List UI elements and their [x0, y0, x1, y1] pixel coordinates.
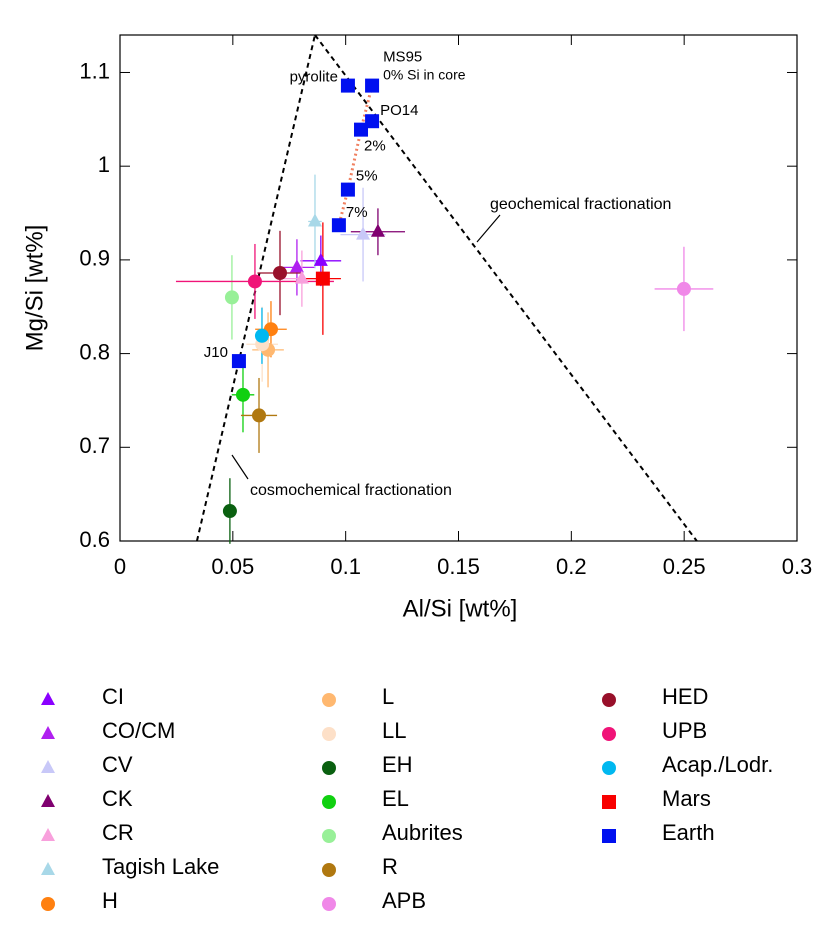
legend-label: LL [382, 718, 406, 743]
plot-frame [119, 34, 798, 542]
circle-marker [224, 290, 239, 305]
square-marker [331, 218, 346, 233]
triangle-marker [41, 794, 55, 807]
triangle-marker [41, 828, 55, 841]
circle-marker [322, 727, 336, 741]
legend-label: Tagish Lake [102, 854, 219, 879]
circle-marker [222, 504, 237, 519]
point-label: J10 [204, 344, 228, 361]
core-trace [337, 85, 374, 226]
legend-label: Mars [662, 786, 711, 811]
legend-label: Aubrites [382, 820, 463, 845]
square-marker [315, 271, 330, 286]
triangle-marker [41, 692, 55, 705]
square-marker [602, 829, 616, 843]
triangle-marker [41, 726, 55, 739]
x-tick-label: 0.3 [782, 554, 813, 579]
legend-label: EL [382, 786, 409, 811]
circle-marker [322, 761, 336, 775]
circle-marker [272, 266, 287, 281]
legend-label: APB [382, 888, 426, 913]
point-label: 5% [356, 168, 378, 185]
leader-line [231, 454, 249, 480]
legend-label: Acap./Lodr. [662, 752, 773, 777]
legend-label: R [382, 854, 398, 879]
point-label: 2% [364, 138, 386, 155]
x-tick-label: 0.2 [556, 554, 587, 579]
point-label: 7% [346, 204, 368, 221]
circle-marker [252, 408, 267, 423]
circle-marker [322, 795, 336, 809]
point-label: MS95 [383, 49, 422, 66]
circle-marker [235, 387, 250, 402]
legend-label: EH [382, 752, 413, 777]
square-marker [602, 795, 616, 809]
legend-label: UPB [662, 718, 707, 743]
y-tick-label: 1 [98, 152, 110, 177]
triangle-marker [294, 270, 309, 284]
triangle-marker [307, 213, 322, 227]
triangle-marker [356, 226, 371, 240]
y-tick-label: 1.1 [79, 58, 110, 83]
x-axis-label: Al/Si [wt%] [403, 595, 518, 622]
x-tick-label: 0.25 [663, 554, 706, 579]
legend-label: H [102, 888, 118, 913]
circle-marker [602, 761, 616, 775]
legend-label: CK [102, 786, 133, 811]
triangle-marker [289, 259, 304, 273]
line-label: geochemical fractionation [490, 196, 671, 213]
leader-line [476, 214, 501, 243]
square-marker [365, 114, 380, 129]
y-tick-label: 0.8 [79, 339, 110, 364]
point-label: PO14 [380, 102, 418, 119]
circle-marker [676, 281, 691, 296]
legend-label: L [382, 684, 394, 709]
triangle-marker [370, 223, 385, 237]
y-tick-label: 0.9 [79, 246, 110, 271]
circle-marker [602, 693, 616, 707]
circle-marker [254, 328, 269, 343]
point-label: pyrolite [290, 69, 338, 86]
square-marker [231, 354, 246, 369]
line-label: cosmochemical fractionation [250, 482, 452, 499]
circle-marker [41, 897, 55, 911]
y-tick-label: 0.7 [79, 433, 110, 458]
x-tick-label: 0.15 [437, 554, 480, 579]
fractionation-line [314, 34, 698, 542]
square-marker [354, 122, 369, 137]
triangle-marker [313, 252, 328, 266]
circle-marker [322, 863, 336, 877]
square-marker [340, 78, 355, 93]
circle-marker [322, 693, 336, 707]
square-marker [340, 182, 355, 197]
x-tick-label: 0 [114, 554, 126, 579]
triangle-marker [41, 862, 55, 875]
triangle-marker [41, 760, 55, 773]
circle-marker [322, 829, 336, 843]
annotation: 0% Si in core [383, 66, 466, 82]
legend-label: CI [102, 684, 124, 709]
circle-marker [322, 897, 336, 911]
y-axis-label: Mg/Si [wt%] [21, 225, 48, 352]
legend-label: HED [662, 684, 708, 709]
square-marker [365, 78, 380, 93]
legend-label: CR [102, 820, 134, 845]
legend-label: CO/CM [102, 718, 175, 743]
circle-marker [247, 274, 262, 289]
x-tick-label: 0.05 [211, 554, 254, 579]
legend-label: CV [102, 752, 133, 777]
legend-label: Earth [662, 820, 715, 845]
y-tick-label: 0.6 [79, 527, 110, 552]
x-tick-label: 0.1 [330, 554, 361, 579]
circle-marker [602, 727, 616, 741]
fractionation-line [195, 34, 316, 542]
